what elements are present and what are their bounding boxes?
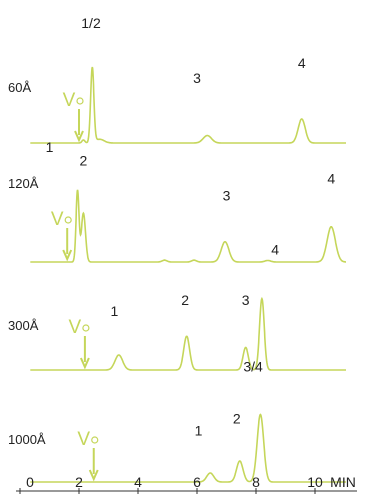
void-volume-marker: V <box>69 317 90 370</box>
void-volume-marker: V <box>63 90 84 143</box>
peak-label: 4 <box>271 242 279 258</box>
chromatogram-panel: 300Å V 1 2 3 3/4 <box>8 292 346 375</box>
x-tick-label: 4 <box>134 474 142 490</box>
void-marker-arrow-head <box>62 249 73 262</box>
x-axis-unit-label: MIN <box>330 474 356 490</box>
x-tick-label: 2 <box>75 474 83 490</box>
peak-label: 2 <box>233 411 241 427</box>
pore-size-label: 60Å <box>8 80 31 95</box>
peak-label: 3 <box>242 292 250 308</box>
peak-label: 1 <box>111 303 119 319</box>
chromatogram-trace <box>30 413 346 483</box>
void-marker-arrow-head <box>88 469 99 482</box>
shared-peak-label: 1/2 <box>81 15 101 31</box>
x-tick-label: 10 <box>307 474 323 490</box>
void-volume-label: V <box>51 209 64 230</box>
peak-label: 1 <box>46 139 54 155</box>
x-tick-label: 6 <box>193 474 201 490</box>
void-volume-label: V <box>69 317 82 338</box>
void-marker-circle <box>64 216 72 224</box>
void-volume-marker: V <box>77 429 99 482</box>
chromatogram-trace <box>30 66 346 144</box>
chromatogram-panels: 60Å V 1 2 3 4 120Å V 3 4 4 300Å V 1 2 3 3/4 1000Å V 1 2 <box>8 55 346 483</box>
peak-label: 4 <box>298 55 306 71</box>
void-marker-arrow-head <box>79 357 90 370</box>
void-marker-arrow-head <box>74 130 84 143</box>
pore-size-label: 120Å <box>8 176 39 191</box>
chromatogram-panel: 120Å V 3 4 4 <box>8 170 346 263</box>
x-tick-label: 8 <box>252 474 260 490</box>
svg-text:1/2: 1/2 <box>81 15 101 31</box>
x-tick-label: 0 <box>26 474 34 490</box>
void-marker-circle <box>91 436 99 444</box>
peak-label: 1 <box>195 423 203 439</box>
peak-label: 2 <box>80 153 88 169</box>
chromatogram-panel: 60Å V 1 2 3 4 <box>8 55 346 169</box>
peak-label: 3 <box>193 70 201 86</box>
chromatogram-trace <box>30 189 346 263</box>
peak-label: 3 <box>223 188 231 204</box>
chromatogram-panel: 1000Å V 1 2 <box>8 411 346 483</box>
peak-label: 2 <box>181 292 189 308</box>
void-marker-circle <box>76 97 84 105</box>
void-volume-marker: V <box>51 209 73 262</box>
x-axis-ticks: 0 2 4 6 8 10 <box>19 474 323 494</box>
pore-size-label: 1000Å <box>8 432 46 447</box>
x-axis: 0 2 4 6 8 10 MIN <box>16 474 357 494</box>
void-volume-label: V <box>77 429 90 450</box>
chromatogram-trace <box>30 296 346 371</box>
peak-label: 3/4 <box>243 359 263 375</box>
pore-size-label: 300Å <box>8 318 39 333</box>
peak-label: 4 <box>327 170 335 186</box>
void-marker-circle <box>82 324 90 332</box>
void-volume-label: V <box>63 90 76 111</box>
